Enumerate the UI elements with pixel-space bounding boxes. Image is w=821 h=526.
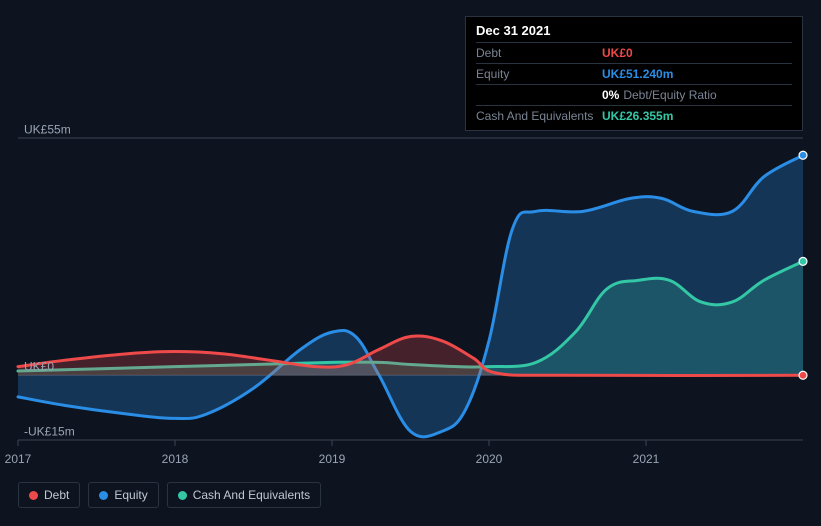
- tooltip-row-debt: Debt UK£0: [476, 42, 792, 63]
- legend-label: Cash And Equivalents: [193, 488, 310, 502]
- tooltip-row-ratio: 0% Debt/Equity Ratio: [476, 84, 792, 105]
- tooltip-label: Equity: [476, 67, 602, 81]
- circle-icon: [178, 491, 187, 500]
- tooltip-value: UK£26.355m: [602, 109, 673, 123]
- circle-icon: [99, 491, 108, 500]
- circle-icon: [29, 491, 38, 500]
- x-axis-label: 2020: [476, 452, 503, 466]
- legend-item-debt[interactable]: Debt: [18, 482, 80, 508]
- y-axis-label: UK£55m: [24, 123, 71, 137]
- tooltip-row-cash: Cash And Equivalents UK£26.355m: [476, 105, 792, 126]
- tooltip-label: Cash And Equivalents: [476, 109, 602, 123]
- tooltip-value: UK£0: [602, 46, 633, 60]
- legend-item-cash[interactable]: Cash And Equivalents: [167, 482, 321, 508]
- tooltip-row-equity: Equity UK£51.240m: [476, 63, 792, 84]
- tooltip-value: UK£51.240m: [602, 67, 673, 81]
- chart-legend: Debt Equity Cash And Equivalents: [18, 482, 321, 508]
- tooltip-label: Debt: [476, 46, 602, 60]
- x-axis-label: 2021: [633, 452, 660, 466]
- tooltip-ratio-value: 0%: [602, 88, 619, 102]
- x-axis-label: 2018: [162, 452, 189, 466]
- tooltip-date: Dec 31 2021: [476, 23, 792, 42]
- legend-label: Debt: [44, 488, 69, 502]
- x-axis-label: 2019: [319, 452, 346, 466]
- tooltip-ratio-label: Debt/Equity Ratio: [623, 88, 716, 102]
- tooltip-label: [476, 88, 602, 102]
- legend-label: Equity: [114, 488, 147, 502]
- y-axis-label: -UK£15m: [24, 425, 75, 439]
- chart-tooltip: Dec 31 2021 Debt UK£0 Equity UK£51.240m …: [465, 16, 803, 131]
- y-axis-label: UK£0: [24, 360, 54, 374]
- x-axis-label: 2017: [5, 452, 32, 466]
- legend-item-equity[interactable]: Equity: [88, 482, 158, 508]
- tooltip-ratio: 0% Debt/Equity Ratio: [602, 88, 717, 102]
